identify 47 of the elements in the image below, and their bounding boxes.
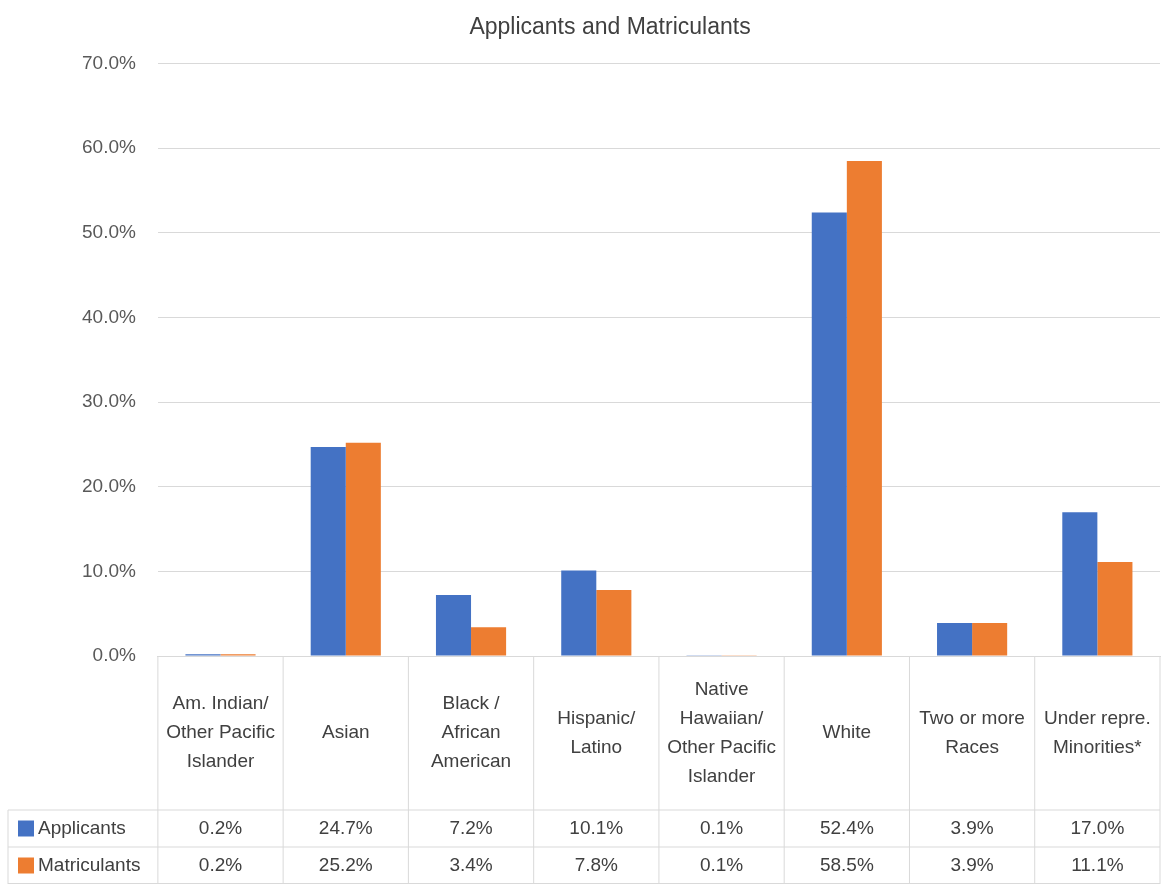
- data-label: 3.4%: [449, 853, 493, 875]
- bar: [435, 595, 472, 656]
- bar: [471, 627, 507, 656]
- data-label: 58.5%: [819, 853, 874, 875]
- y-tick-label: 10.0%: [82, 559, 136, 581]
- bar: [937, 623, 973, 656]
- data-label: 25.2%: [318, 853, 373, 875]
- data-label: 7.8%: [574, 853, 619, 875]
- data-label: 0.1%: [699, 816, 744, 838]
- x-tick-label: Am. Indian/ Other Pacific Islander: [166, 692, 275, 772]
- x-tick-label: Asian: [322, 721, 370, 743]
- bar: [1097, 562, 1133, 656]
- y-tick-label: 60.0%: [82, 136, 136, 158]
- bar: [345, 442, 381, 656]
- data-label: 24.7%: [318, 816, 373, 838]
- x-tick-label: Two or more Races: [919, 706, 1025, 757]
- data-label: 17.0%: [1070, 816, 1125, 838]
- data-label: 52.4%: [819, 816, 874, 838]
- y-tick-label: 40.0%: [82, 305, 136, 327]
- data-label: 11.1%: [1071, 853, 1124, 875]
- data-label: 0.2%: [198, 853, 243, 875]
- legend-label: Applicants: [38, 816, 126, 838]
- data-label: 10.1%: [569, 816, 624, 838]
- y-tick-label: 50.0%: [82, 221, 136, 243]
- legend-label: Matriculants: [38, 853, 141, 875]
- x-tick-label: Native Hawaiian/ Other Pacific Islander: [667, 677, 776, 786]
- x-tick-label: Under repre. Minorities*: [1044, 706, 1151, 757]
- x-tick-label: Black / African American: [430, 692, 512, 772]
- y-tick-label: 70.0%: [82, 51, 136, 73]
- bar: [310, 446, 346, 656]
- bar: [1062, 512, 1098, 656]
- data-label: 7.2%: [449, 816, 493, 838]
- data-label: 3.9%: [950, 816, 994, 838]
- y-tick-label: 20.0%: [82, 474, 136, 496]
- x-tick-label: Hispanic/ Latino: [557, 706, 637, 757]
- bar: [972, 623, 1008, 656]
- data-label: 0.1%: [699, 853, 744, 875]
- data-label: 0.2%: [198, 816, 243, 838]
- bar: [561, 570, 597, 656]
- chart-title: Applicants and Matriculants: [469, 13, 751, 40]
- bar: [811, 212, 847, 656]
- y-tick-label: 0.0%: [92, 644, 136, 666]
- bar: [596, 589, 632, 656]
- data-label: 3.9%: [950, 853, 994, 875]
- bar: [846, 160, 882, 656]
- x-tick-label: White: [822, 721, 872, 743]
- y-tick-label: 30.0%: [82, 390, 136, 412]
